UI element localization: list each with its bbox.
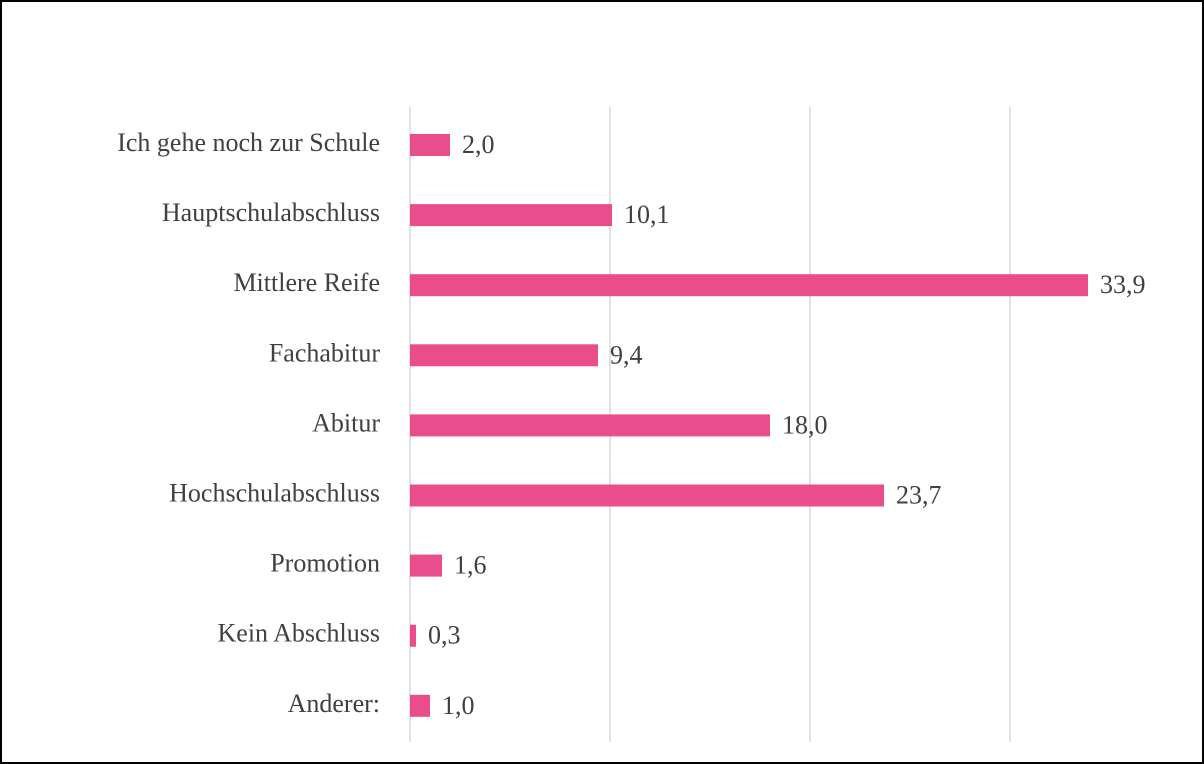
value-label: 33,9 [1100,270,1146,299]
y-tick-label: Ich gehe noch zur Schule [117,128,380,157]
value-label: 1,0 [442,691,475,720]
bar [410,484,884,507]
bar [410,694,430,717]
value-label: 23,7 [896,480,942,509]
value-label: 9,4 [610,340,643,369]
bar [410,554,442,577]
y-tick-label: Anderer: [288,689,380,718]
y-tick-label: Fachabitur [269,338,381,367]
value-label: 2,0 [462,130,495,159]
bar [410,274,1088,297]
value-label: 1,6 [454,551,487,580]
y-tick-label: Abitur [312,408,380,437]
y-tick-label: Hauptschulabschluss [162,198,380,227]
bar [410,134,450,156]
y-tick-label: Kein Abschluss [218,619,381,648]
bar [410,624,416,647]
value-label: 18,0 [782,410,828,439]
y-tick-label: Promotion [270,549,380,578]
bar [410,414,770,437]
y-tick-label: Hochschulabschluss [169,478,380,507]
y-tick-label: Mittlere Reife [233,268,380,297]
value-label: 10,1 [624,200,670,229]
bar [410,344,598,367]
bar [410,204,612,227]
value-label: 0,3 [428,621,461,650]
